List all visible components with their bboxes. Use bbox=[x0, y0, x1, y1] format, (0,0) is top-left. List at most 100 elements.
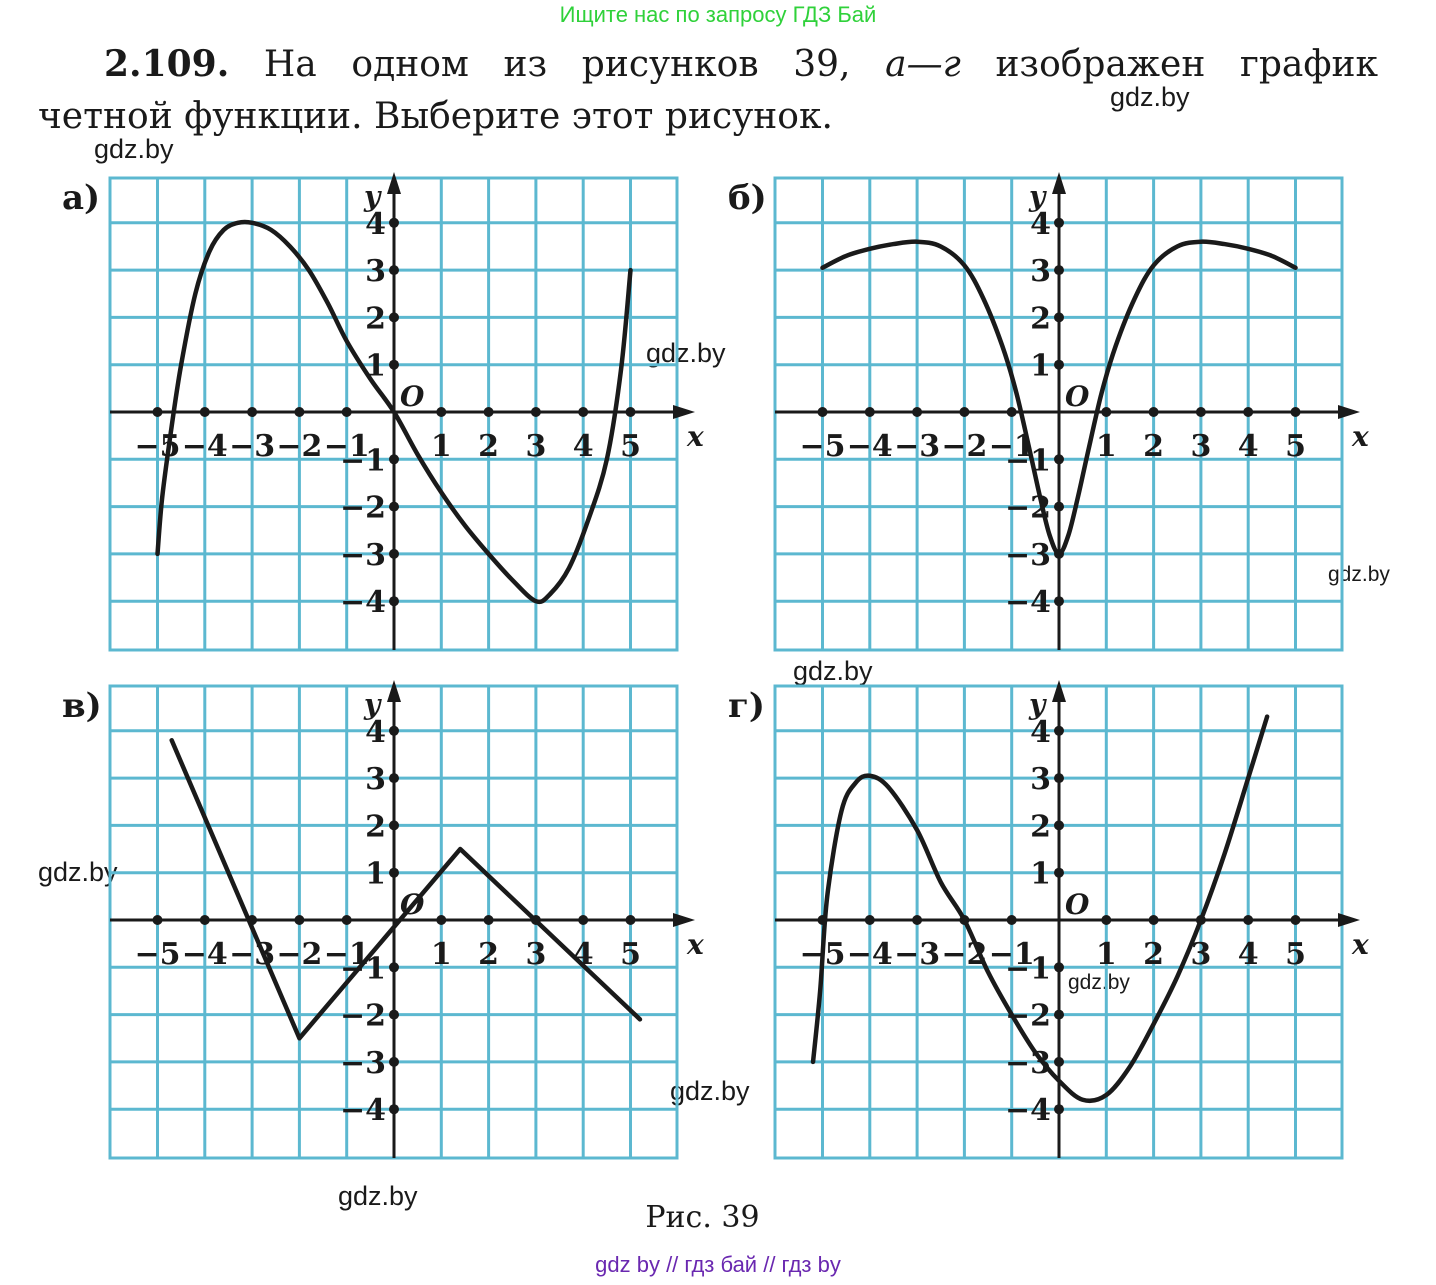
problem-number: 2.109. bbox=[104, 43, 230, 85]
x-tick-dot bbox=[1101, 407, 1112, 417]
y-axis-arrow bbox=[1052, 172, 1066, 194]
y-tick-dot bbox=[1054, 1009, 1064, 1020]
watermark: gdz.by bbox=[338, 1181, 418, 1211]
problem-range: а—г bbox=[885, 44, 961, 85]
problem-line-2: четной функции. Выберите этот рисунок. bbox=[38, 96, 833, 137]
footer-links[interactable]: gdz by // гдз бай // гдз by bbox=[595, 1252, 841, 1277]
x-tick-dot bbox=[1101, 915, 1112, 925]
y-tick-dot bbox=[389, 312, 399, 323]
y-tick-dot bbox=[389, 820, 399, 831]
x-axis-arrow bbox=[1338, 913, 1360, 927]
x-tick-label: −3 bbox=[229, 429, 275, 464]
x-axis-label: x bbox=[1351, 420, 1369, 453]
y-axis-label: y bbox=[363, 180, 382, 213]
y-tick-label: −4 bbox=[340, 1093, 386, 1128]
x-tick-label: 5 bbox=[1285, 937, 1306, 972]
y-tick-dot bbox=[1054, 1056, 1064, 1067]
x-tick-label: 5 bbox=[620, 937, 641, 972]
y-tick-dot bbox=[389, 217, 399, 228]
x-tick-dot bbox=[959, 407, 970, 417]
y-tick-label: −4 bbox=[1005, 585, 1051, 620]
y-tick-dot bbox=[389, 596, 399, 607]
y-axis-arrow bbox=[387, 680, 401, 702]
y-tick-label: −3 bbox=[1005, 538, 1051, 573]
y-tick-dot bbox=[389, 725, 399, 736]
x-tick-label: 1 bbox=[1096, 429, 1117, 464]
origin-label: O bbox=[1065, 380, 1090, 413]
problem-text-2: изображен график bbox=[995, 44, 1379, 85]
y-tick-label: 2 bbox=[365, 809, 386, 844]
y-tick-label: 2 bbox=[1030, 301, 1051, 336]
x-tick-label: 5 bbox=[1285, 429, 1306, 464]
y-tick-label: 2 bbox=[1030, 809, 1051, 844]
x-axis-arrow bbox=[673, 405, 695, 419]
x-tick-dot bbox=[912, 407, 923, 417]
problem-line-1: 2.109. На одном из рисунков 39, а—г изоб… bbox=[38, 38, 1378, 91]
watermark: gdz.by bbox=[793, 656, 873, 686]
y-tick-dot bbox=[1054, 725, 1064, 736]
y-tick-label: −3 bbox=[340, 1046, 386, 1081]
x-tick-dot bbox=[1290, 915, 1301, 925]
function-curve bbox=[169, 738, 643, 1041]
x-tick-dot bbox=[1290, 407, 1301, 417]
y-tick-label: −2 bbox=[340, 999, 386, 1034]
x-tick-dot bbox=[152, 915, 163, 925]
y-tick-dot bbox=[1054, 867, 1064, 878]
x-tick-label: 3 bbox=[1190, 937, 1211, 972]
origin-label: O bbox=[400, 380, 425, 413]
y-tick-dot bbox=[389, 773, 399, 784]
y-tick-dot bbox=[389, 1009, 399, 1020]
y-tick-label: 1 bbox=[365, 857, 386, 892]
panel-label-g: г) bbox=[728, 686, 765, 726]
x-tick-dot bbox=[199, 407, 210, 417]
x-tick-label: −2 bbox=[276, 429, 322, 464]
figure-caption: Рис. 39 bbox=[645, 1200, 760, 1235]
watermark: gdz.by bbox=[1110, 82, 1190, 112]
y-tick-label: 4 bbox=[365, 715, 386, 750]
y-axis-arrow bbox=[1052, 680, 1066, 702]
x-tick-label: −4 bbox=[847, 937, 893, 972]
x-tick-dot bbox=[817, 407, 828, 417]
x-axis-label: x bbox=[1351, 928, 1369, 961]
watermark: gdz.by bbox=[670, 1076, 750, 1106]
y-axis-label: y bbox=[1028, 180, 1047, 213]
x-tick-label: 4 bbox=[573, 429, 594, 464]
x-tick-dot bbox=[294, 915, 305, 925]
x-tick-dot bbox=[912, 915, 923, 925]
x-tick-label: −3 bbox=[894, 429, 940, 464]
x-tick-dot bbox=[152, 407, 163, 417]
x-tick-dot bbox=[625, 407, 636, 417]
x-tick-label: 2 bbox=[1143, 429, 1164, 464]
x-tick-label: −2 bbox=[941, 429, 987, 464]
problem-statement: 2.109. На одном из рисунков 39, а—г изоб… bbox=[38, 38, 1378, 143]
x-tick-dot bbox=[578, 407, 589, 417]
y-tick-dot bbox=[389, 962, 399, 973]
x-tick-dot bbox=[483, 407, 494, 417]
y-tick-dot bbox=[1054, 820, 1064, 831]
y-tick-label: −2 bbox=[340, 491, 386, 526]
top-search-link[interactable]: Ищите нас по запросу ГДЗ Бай bbox=[559, 2, 877, 27]
y-tick-dot bbox=[1054, 265, 1064, 276]
panel-label-a: а) bbox=[62, 178, 101, 218]
y-tick-label: −1 bbox=[340, 443, 386, 478]
x-axis-label: x bbox=[686, 420, 704, 453]
x-tick-dot bbox=[1148, 407, 1159, 417]
x-tick-dot bbox=[864, 407, 875, 417]
y-tick-dot bbox=[389, 501, 399, 512]
x-tick-dot bbox=[1006, 407, 1017, 417]
y-tick-label: 4 bbox=[1030, 715, 1051, 750]
x-tick-label: −4 bbox=[182, 937, 228, 972]
x-tick-label: 2 bbox=[478, 937, 499, 972]
y-tick-label: 1 bbox=[1030, 857, 1051, 892]
x-tick-dot bbox=[247, 407, 258, 417]
function-curve bbox=[155, 219, 633, 605]
y-tick-label: −4 bbox=[1005, 1093, 1051, 1128]
y-tick-dot bbox=[1054, 1104, 1064, 1115]
y-axis-label: y bbox=[363, 688, 382, 721]
y-tick-dot bbox=[389, 867, 399, 878]
x-tick-label: 3 bbox=[525, 937, 546, 972]
x-tick-dot bbox=[864, 915, 875, 925]
watermark: gdz.by bbox=[1068, 971, 1130, 994]
y-tick-label: 3 bbox=[365, 254, 386, 289]
x-tick-label: 2 bbox=[1143, 937, 1164, 972]
